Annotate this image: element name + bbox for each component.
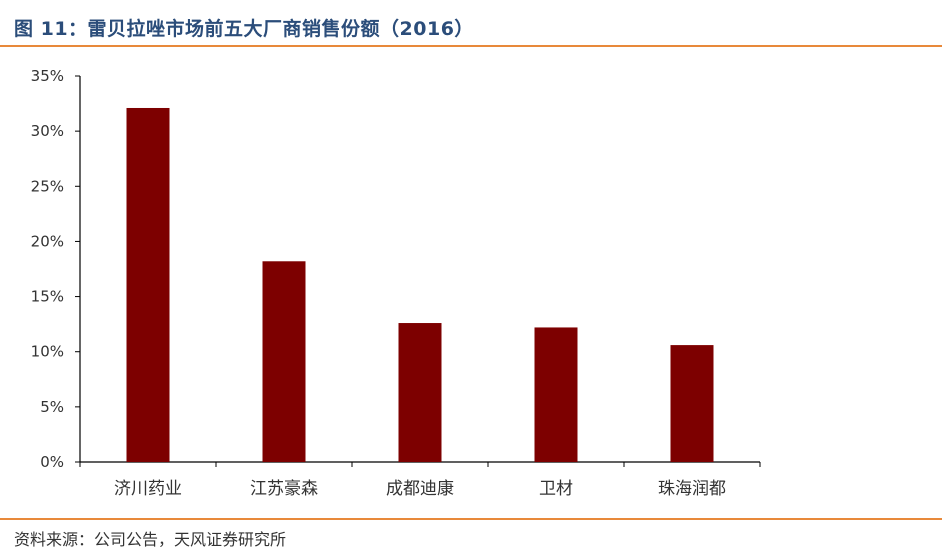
title-divider: [0, 45, 942, 47]
x-category-label: 珠海润都: [658, 479, 726, 499]
x-category-label: 成都迪康: [386, 479, 454, 499]
source-note: 资料来源：公司公告，天风证券研究所: [14, 530, 287, 549]
y-tick-label: 10%: [31, 343, 64, 361]
bar-3: [398, 323, 442, 462]
bar-4: [534, 327, 578, 462]
figure-title: 图 11：雷贝拉唑市场前五大厂商销售份额（2016）: [14, 18, 474, 40]
x-category-label: 济川药业: [114, 479, 182, 499]
y-tick-label: 0%: [40, 453, 64, 471]
y-tick-label: 20%: [31, 232, 64, 250]
bar-1: [126, 107, 170, 463]
bar-2: [262, 261, 306, 462]
y-tick-label: 30%: [31, 122, 64, 140]
x-category-label: 卫材: [539, 479, 573, 499]
y-tick-label: 35%: [31, 67, 64, 85]
bar-5: [670, 345, 714, 462]
source-divider: [0, 518, 942, 520]
y-tick-label: 25%: [31, 177, 64, 195]
x-category-label: 江苏豪森: [250, 478, 318, 499]
y-tick-label: 15%: [31, 288, 64, 306]
y-tick-label: 5%: [40, 398, 64, 416]
